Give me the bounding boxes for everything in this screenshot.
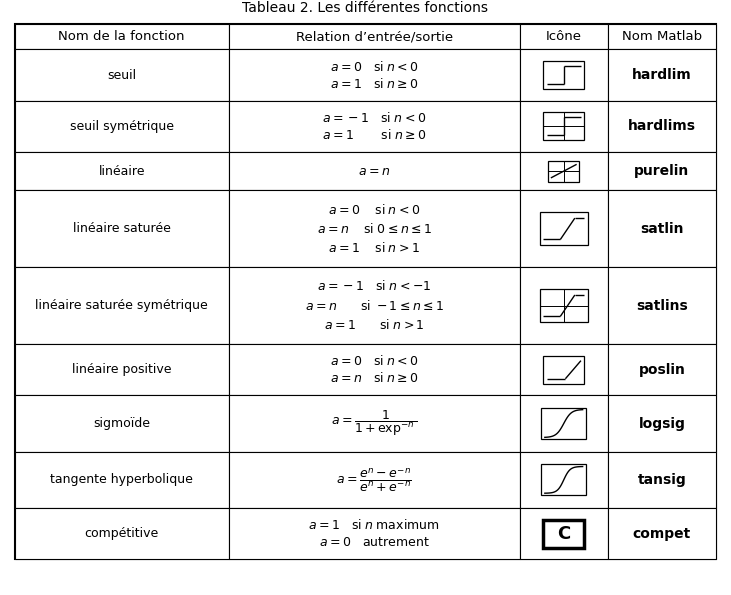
- Text: $a=n\quad\;\mathrm{si}\; 0\leq n\leq1$: $a=n\quad\;\mathrm{si}\; 0\leq n\leq1$: [317, 222, 432, 236]
- Text: $a=1\quad\quad\mathrm{si}\; n>1$: $a=1\quad\quad\mathrm{si}\; n>1$: [324, 318, 425, 332]
- Bar: [520, 267, 607, 344]
- Text: Tableau 2. Les différentes fonctions: Tableau 2. Les différentes fonctions: [243, 1, 488, 15]
- Bar: [607, 344, 716, 395]
- Bar: [607, 508, 716, 559]
- Text: $a=n\quad\mathrm{si}\; n\geq0$: $a=n\quad\mathrm{si}\; n\geq0$: [330, 371, 419, 385]
- Bar: [15, 24, 229, 49]
- Text: tangente hyperbolique: tangente hyperbolique: [50, 474, 193, 486]
- Bar: [15, 344, 229, 395]
- Text: hardlim: hardlim: [632, 68, 692, 82]
- Text: purelin: purelin: [635, 164, 689, 178]
- Text: linéaire saturée: linéaire saturée: [72, 223, 170, 235]
- Bar: [520, 24, 607, 49]
- Bar: [607, 101, 716, 152]
- Bar: [229, 452, 520, 508]
- Text: $a=0\quad\mathrm{autrement}$: $a=0\quad\mathrm{autrement}$: [319, 536, 430, 549]
- Bar: [229, 344, 520, 395]
- Bar: [607, 395, 716, 452]
- Bar: [229, 190, 520, 267]
- Bar: [15, 152, 229, 190]
- Text: linéaire saturée symétrique: linéaire saturée symétrique: [35, 299, 208, 312]
- Text: logsig: logsig: [639, 416, 686, 431]
- Bar: [229, 101, 520, 152]
- Bar: [543, 61, 584, 89]
- Bar: [543, 519, 584, 548]
- Bar: [539, 289, 588, 322]
- Bar: [520, 344, 607, 395]
- Text: $\mathbf{C}$: $\mathbf{C}$: [557, 525, 571, 543]
- Text: $a=\dfrac{1}{1+\exp^{-n}}$: $a=\dfrac{1}{1+\exp^{-n}}$: [331, 409, 417, 439]
- Bar: [15, 395, 229, 452]
- Bar: [607, 24, 716, 49]
- Bar: [15, 190, 229, 267]
- Bar: [15, 49, 229, 101]
- Text: seuil: seuil: [107, 68, 136, 82]
- Text: $a=\dfrac{e^{n}-e^{-n}}{e^{n}+e^{-n}}$: $a=\dfrac{e^{n}-e^{-n}}{e^{n}+e^{-n}}$: [336, 466, 412, 494]
- Bar: [520, 152, 607, 190]
- Text: $a=n\quad\quad\mathrm{si}\;-1\leq n\leq1$: $a=n\quad\quad\mathrm{si}\;-1\leq n\leq1…: [305, 299, 444, 312]
- Bar: [520, 49, 607, 101]
- Bar: [607, 190, 716, 267]
- Text: $a=1\quad \mathrm{si}\; n\geq0$: $a=1\quad \mathrm{si}\; n\geq0$: [330, 77, 419, 90]
- Text: $a=0\quad\;\mathrm{si}\; n<0$: $a=0\quad\;\mathrm{si}\; n<0$: [328, 202, 420, 217]
- Bar: [607, 49, 716, 101]
- Text: $a=n$: $a=n$: [358, 165, 390, 178]
- Bar: [541, 464, 586, 496]
- Bar: [541, 408, 586, 439]
- Text: tansig: tansig: [637, 473, 686, 487]
- Text: linéaire: linéaire: [99, 165, 145, 178]
- Text: $a=1\quad\;\mathrm{si}\; n>1$: $a=1\quad\;\mathrm{si}\; n>1$: [328, 241, 420, 255]
- Bar: [229, 152, 520, 190]
- Text: Nom Matlab: Nom Matlab: [622, 30, 702, 43]
- Bar: [15, 452, 229, 508]
- Text: linéaire positive: linéaire positive: [72, 363, 171, 376]
- Bar: [520, 508, 607, 559]
- Bar: [15, 101, 229, 152]
- Text: $a=1\quad\quad\;\mathrm{si}\; n\geq0$: $a=1\quad\quad\;\mathrm{si}\; n\geq0$: [322, 128, 426, 142]
- Bar: [543, 356, 584, 384]
- Bar: [229, 267, 520, 344]
- Text: poslin: poslin: [639, 363, 686, 377]
- Text: satlins: satlins: [636, 299, 688, 312]
- Text: sigmoïde: sigmoïde: [93, 417, 150, 430]
- Text: $a=1\quad\mathrm{si}\; n\;\mathrm{maximum}$: $a=1\quad\mathrm{si}\; n\;\mathrm{maximu…: [308, 518, 440, 532]
- Bar: [229, 508, 520, 559]
- Bar: [229, 49, 520, 101]
- Text: Icône: Icône: [546, 30, 582, 43]
- Bar: [229, 395, 520, 452]
- Bar: [607, 267, 716, 344]
- Text: $a=-1\quad\mathrm{si}\; n<0$: $a=-1\quad\mathrm{si}\; n<0$: [322, 111, 426, 125]
- Text: Relation d’entrée/sortie: Relation d’entrée/sortie: [296, 30, 452, 43]
- Bar: [548, 161, 579, 181]
- Bar: [539, 212, 588, 246]
- Text: hardlims: hardlims: [628, 119, 696, 133]
- Text: Nom de la fonction: Nom de la fonction: [58, 30, 185, 43]
- Bar: [543, 112, 584, 140]
- Text: satlin: satlin: [640, 222, 683, 236]
- Text: $a=0\quad\mathrm{si}\; n<0$: $a=0\quad\mathrm{si}\; n<0$: [330, 354, 419, 368]
- Text: compet: compet: [633, 527, 691, 541]
- Text: seuil symétrique: seuil symétrique: [69, 120, 174, 133]
- Bar: [229, 24, 520, 49]
- Bar: [607, 152, 716, 190]
- Bar: [607, 452, 716, 508]
- Bar: [520, 452, 607, 508]
- Bar: [520, 101, 607, 152]
- Bar: [15, 267, 229, 344]
- Bar: [15, 24, 716, 559]
- Bar: [520, 190, 607, 267]
- Text: compétitive: compétitive: [85, 527, 159, 540]
- Bar: [520, 395, 607, 452]
- Text: $a=-1\quad\mathrm{si}\; n<-1$: $a=-1\quad\mathrm{si}\; n<-1$: [317, 280, 431, 293]
- Text: $a=0\quad \mathrm{si}\; n<0$: $a=0\quad \mathrm{si}\; n<0$: [330, 60, 419, 74]
- Bar: [15, 508, 229, 559]
